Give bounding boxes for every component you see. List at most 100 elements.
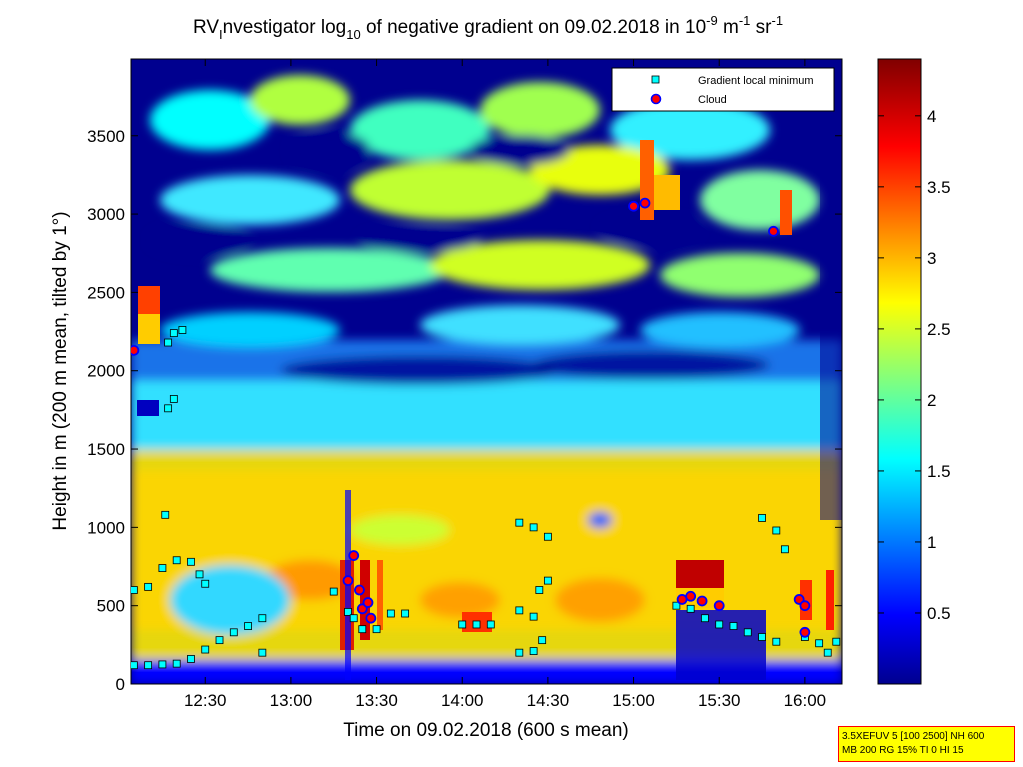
gradient-min-point	[772, 526, 781, 535]
x-tick-label: 12:30	[184, 691, 227, 710]
gradient-min-point	[358, 625, 367, 634]
gradient-min-point	[172, 556, 181, 565]
gradient-min-point	[672, 601, 681, 610]
x-tick-label: 13:00	[270, 691, 313, 710]
cloud-point	[131, 344, 140, 356]
colorbar-tick-label: 2	[927, 391, 936, 410]
y-tick-label: 3500	[87, 127, 125, 146]
colorbar-tick-label: 1.5	[927, 462, 951, 481]
gradient-min-point	[486, 620, 495, 629]
gradient-min-point	[386, 609, 395, 618]
gradient-min-point	[535, 586, 544, 594]
y-tick-label: 2000	[87, 362, 125, 381]
cloud-point	[696, 595, 708, 607]
colorbar-tick-label: 4	[927, 107, 936, 126]
x-tick-label: 14:30	[527, 691, 570, 710]
gradient-min-point	[187, 557, 195, 566]
gradient-min-point	[743, 628, 752, 637]
gradient-min-point	[729, 622, 738, 630]
gradient-min-point	[164, 338, 173, 347]
cloud-point	[768, 225, 779, 237]
x-tick-label: 13:30	[355, 691, 398, 710]
gradient-min-point	[144, 661, 153, 670]
x-axis-label: Time on 09.02.2018 (600 s mean)	[343, 720, 629, 741]
gradient-min-point	[372, 625, 381, 634]
gradient-min-point	[715, 620, 724, 629]
x-tick-label: 14:00	[441, 691, 484, 710]
legend-marker-gradient-min	[651, 75, 660, 84]
gradient-min-point	[515, 606, 524, 615]
gradient-min-point	[244, 622, 252, 630]
plot-frame	[130, 58, 843, 685]
colorbar-tick-label: 3	[927, 249, 936, 268]
gradient-min-point	[543, 576, 552, 585]
gradient-min-point	[131, 661, 138, 670]
gradient-min-point	[543, 532, 552, 541]
y-ticks: 0 500 1000 1500 2000 2500 3000 3500	[87, 127, 842, 694]
x-tick-label: 16:00	[784, 691, 827, 710]
data-points	[131, 197, 841, 670]
gradient-min-point	[780, 545, 789, 554]
gradient-min-point	[538, 636, 547, 645]
cloud-point	[628, 200, 639, 212]
gradient-min-point	[329, 587, 338, 596]
y-tick-label: 0	[116, 675, 125, 694]
gradient-min-point	[144, 582, 153, 591]
gradient-min-point	[158, 564, 167, 572]
settings-annotation: 3.5XEFUV 5 [100 2500] NH 600 MB 200 RG 1…	[838, 726, 1015, 762]
gradient-min-point	[529, 523, 538, 532]
colorbar-tick-label: 3.5	[927, 178, 951, 197]
gradient-min-point	[529, 612, 538, 621]
gradient-min-point	[758, 633, 766, 641]
gradient-min-point	[258, 648, 267, 657]
legend: Gradient local minimum Cloud	[611, 67, 835, 112]
cloud-point	[799, 626, 811, 638]
heatmap	[131, 59, 842, 684]
gradient-min-point	[686, 604, 695, 613]
gradient-min-point	[178, 326, 187, 334]
gradient-min-point	[823, 648, 832, 657]
x-tick-label: 15:30	[698, 691, 741, 710]
legend-marker-cloud	[650, 93, 662, 105]
gradient-min-point	[344, 608, 352, 616]
gradient-min-point	[515, 648, 524, 657]
gradient-min-point	[131, 586, 138, 594]
gradient-min-point	[701, 614, 709, 623]
colorbar-tick-label: 0.5	[927, 604, 951, 623]
gradient-min-point	[401, 609, 410, 618]
gradient-min-point	[229, 628, 238, 637]
y-tick-label: 500	[97, 597, 125, 616]
cloud-point	[685, 590, 697, 602]
gradient-min-point	[201, 645, 210, 654]
colorbar: 0.5 1 1.5 2 2.5 3 3.5 4	[877, 58, 951, 685]
gradient-min-point	[215, 636, 224, 645]
annotation-line-2: MB 200 RG 15% TI 0 HI 15	[842, 745, 964, 756]
legend-label-gradient-min: Gradient local minimum	[698, 75, 814, 87]
colorbar-tick-label: 1	[927, 533, 936, 552]
cloud-point	[639, 197, 651, 209]
legend-label-cloud: Cloud	[698, 94, 727, 106]
y-axis-label: Height in m (200 m mean, tilted by 1°)	[50, 211, 71, 530]
cloud-point	[365, 612, 377, 624]
y-tick-label: 1500	[87, 440, 125, 459]
gradient-min-point	[832, 637, 841, 646]
cloud-point	[799, 600, 811, 612]
x-tick-label: 15:00	[612, 691, 655, 710]
cloud-point	[342, 575, 354, 587]
colorbar-ticks: 0.5 1 1.5 2 2.5 3 3.5 4	[878, 107, 951, 623]
gradient-min-point	[258, 614, 267, 623]
gradient-min-point	[164, 404, 173, 413]
gradient-min-point	[158, 660, 167, 669]
gradient-min-point	[169, 395, 178, 403]
gradient-min-point	[515, 518, 524, 527]
cloud-point	[354, 584, 365, 596]
cloud-point	[676, 594, 688, 605]
gradient-min-point	[458, 620, 467, 629]
gradient-min-point	[758, 514, 766, 522]
y-tick-label: 2500	[87, 283, 125, 302]
gradient-min-point	[172, 659, 181, 668]
annotation-line-1: 3.5XEFUV 5 [100 2500] NH 600	[842, 731, 985, 742]
gradient-min-point	[201, 579, 210, 588]
gradient-min-point	[195, 570, 204, 579]
